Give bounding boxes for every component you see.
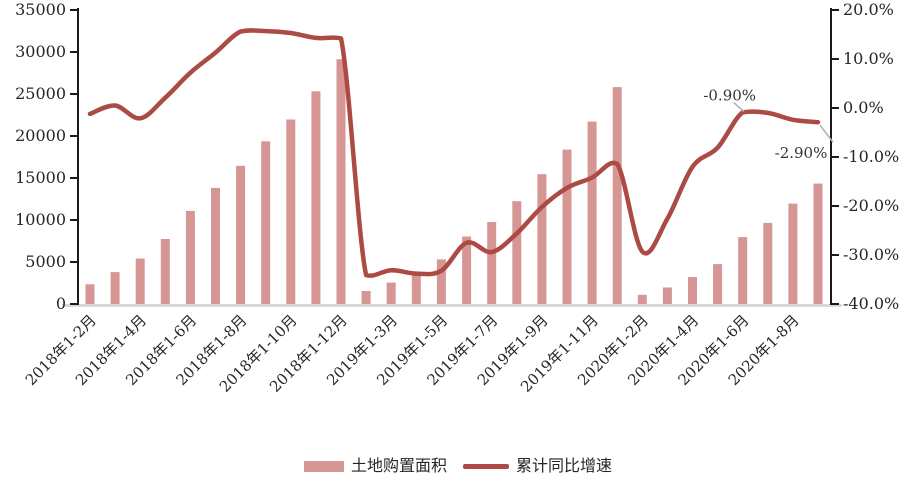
- bar: [185, 210, 195, 304]
- bar: [462, 236, 472, 304]
- bar: [763, 222, 773, 304]
- bars-series: [85, 59, 823, 305]
- y-axis-left-tick-label: 20000: [15, 126, 66, 145]
- bar: [512, 201, 522, 304]
- bar: [311, 91, 321, 304]
- y-axis-right-tick-label: -20.0%: [843, 196, 899, 215]
- y-axis-right-tick-label: -10.0%: [843, 147, 899, 166]
- data-label-annotation: -0.90%: [703, 86, 756, 104]
- bar: [361, 291, 371, 304]
- y-axis-left: 0 5000 10000 15000 20000 25000 30000 35000: [15, 0, 79, 313]
- y-axis-left-tick-label: 35000: [15, 0, 66, 19]
- bar: [411, 273, 421, 304]
- bar: [261, 141, 271, 304]
- y-axis-left-tick-label: 15000: [15, 168, 66, 187]
- bar: [286, 119, 296, 304]
- bar: [336, 59, 346, 305]
- data-label-annotation: -2.90%: [775, 144, 828, 162]
- line-series: [87, 28, 821, 278]
- y-axis-right-tick-label: 10.0%: [843, 49, 894, 68]
- y-axis-right-tick-label: 0.0%: [843, 98, 884, 117]
- bar: [160, 239, 170, 304]
- bar: [85, 284, 95, 304]
- legend-item-growth: 累计同比增速: [447, 456, 612, 476]
- legend-label-growth: 累计同比增速: [516, 456, 613, 475]
- x-axis-labels: 2018年1-2月2018年1-4月2018年1-6月2018年1-8月2018…: [22, 311, 803, 396]
- annotation-leader-line: [819, 124, 834, 143]
- land-purchase-chart: 0 5000 10000 15000 20000 25000 30000 35000 -40.0…: [15, 0, 899, 396]
- bar: [537, 174, 547, 304]
- y-axis-right-tick-label: -30.0%: [843, 245, 899, 264]
- y-axis-left-tick-label: 30000: [15, 42, 66, 61]
- annotations: -0.90% -2.90%: [703, 86, 834, 162]
- y-axis-right-tick-label: -40.0%: [843, 294, 899, 313]
- bar: [662, 287, 672, 304]
- bar: [487, 222, 497, 304]
- bar: [612, 87, 622, 304]
- bar: [688, 277, 697, 304]
- y-axis-left-tick-label: 0: [56, 294, 66, 313]
- bar: [386, 282, 396, 304]
- bar: [135, 258, 145, 304]
- bar: [436, 259, 446, 304]
- bar: [587, 121, 597, 304]
- bar: [562, 149, 572, 304]
- bar: [713, 264, 723, 304]
- y-axis-left-tick-label: 25000: [15, 84, 66, 103]
- chart-legend: 土地购置面积 累计同比增速: [0, 456, 916, 476]
- bar: [637, 294, 647, 304]
- bar: [788, 203, 798, 304]
- bar: [236, 165, 246, 304]
- annotation-leader-line: [733, 101, 745, 112]
- bar: [738, 237, 748, 304]
- y-axis-right-tick-label: 20.0%: [843, 0, 894, 19]
- y-axis-left-tick-label: 10000: [15, 210, 66, 229]
- legend-item-area: 土地购置面积: [303, 456, 447, 476]
- legend-label-area: 土地购置面积: [350, 456, 447, 475]
- bar-series-swatch: [303, 460, 344, 472]
- y-axis-left-tick-label: 5000: [25, 252, 66, 271]
- bar: [211, 187, 220, 304]
- y-axis-right: -40.0% -30.0% -20.0% -10.0% 0.0% 10.0% 20.0%: [830, 0, 899, 313]
- bar: [813, 183, 823, 304]
- bar: [110, 272, 120, 304]
- line-series-swatch: [463, 463, 509, 469]
